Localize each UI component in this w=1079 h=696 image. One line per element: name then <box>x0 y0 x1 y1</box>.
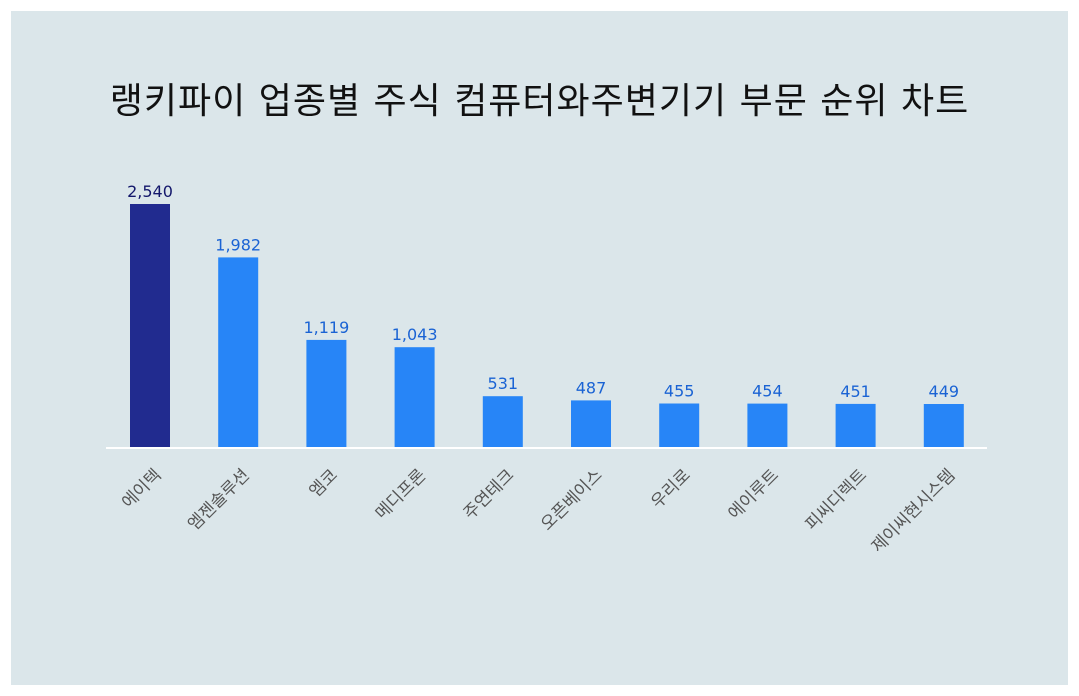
value-label-8: 454 <box>752 382 783 401</box>
value-label-5: 531 <box>488 374 519 393</box>
bar-10 <box>923 404 964 447</box>
value-label-6: 487 <box>576 378 607 397</box>
value-label-1: 2,540 <box>127 182 173 201</box>
category-label-3: 엠코 <box>306 465 342 501</box>
category-label-4: 메디프론 <box>372 465 430 523</box>
category-labels-group: 에이텍 엠젠솔루션 엠코 메디프론 주연테크 오픈베이스 우리로 에이루트 피씨디렉트제이씨현시… <box>118 465 959 557</box>
bar-8 <box>747 403 788 447</box>
category-label-2: 엠젠솔루션 <box>184 465 253 534</box>
category-label-7: 우리로 <box>647 465 694 512</box>
category-label-9: 피씨디렉트 <box>802 465 871 534</box>
value-label-4: 1,043 <box>392 325 438 344</box>
bar-4 <box>394 347 435 447</box>
value-label-2: 1,982 <box>215 235 261 254</box>
value-label-9: 451 <box>840 382 871 401</box>
bar-5 <box>482 396 523 447</box>
value-label-10: 449 <box>929 382 960 401</box>
category-label-1: 에이텍 <box>118 465 165 512</box>
value-labels-group: 2,540 1,982 1,119 1,043 531 487 455 454 451 449 <box>127 182 959 401</box>
chart-background <box>11 11 1068 685</box>
category-label-10: 제이씨현시스템 <box>868 465 960 557</box>
value-label-3: 1,119 <box>303 318 349 337</box>
bar-2 <box>218 257 259 447</box>
bars-group <box>130 204 964 447</box>
bar-7 <box>659 403 700 447</box>
category-label-8: 에이루트 <box>725 465 783 523</box>
bar-3 <box>306 339 347 447</box>
bar-9 <box>835 403 876 447</box>
category-label-6: 오픈베이스 <box>537 465 606 534</box>
bar-6 <box>571 400 611 447</box>
bar-1 <box>130 204 170 447</box>
category-label-5: 주연테크 <box>460 465 518 523</box>
value-label-7: 455 <box>664 382 695 401</box>
chart-title: 랭키파이 업종별 주식 컴퓨터와주변기기 부문 순위 차트 <box>109 81 970 122</box>
